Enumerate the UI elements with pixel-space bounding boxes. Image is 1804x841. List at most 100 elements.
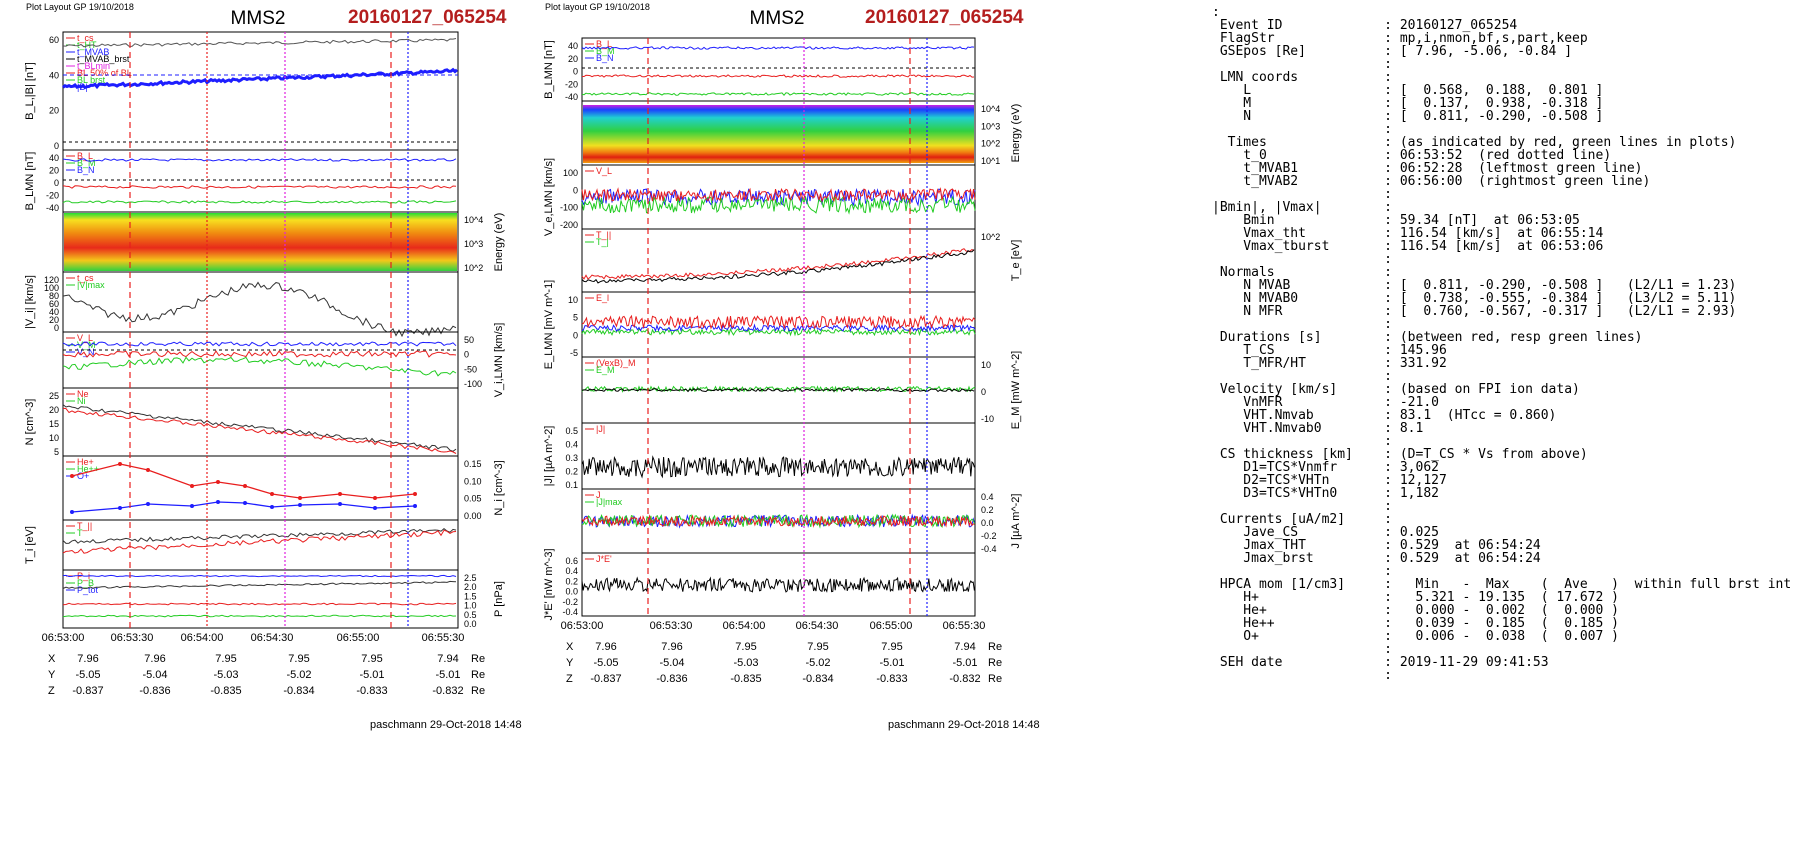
series-BN [62, 185, 457, 189]
data-point-Oplus [190, 504, 194, 508]
summary-line: Times : (as indicated by red, green line… [1212, 135, 1737, 150]
ephem-value: -0.835 [210, 685, 241, 697]
summary-line: : [1212, 369, 1393, 384]
y-tick-label: 10^4 [981, 104, 1000, 114]
series-BM [62, 200, 457, 204]
data-point-Oplus [270, 505, 274, 509]
ephem-row-label: Z [48, 685, 55, 697]
y-tick-label: -100 [560, 203, 578, 213]
plot-header: Plot Layout GP 19/10/2018 [26, 2, 134, 12]
legend-label: BL 50% of BL [77, 68, 132, 78]
series-Tperp [581, 249, 975, 284]
legend-label: V_M [77, 340, 96, 350]
ephem-row-label: Y [566, 657, 574, 669]
panel-frame [581, 291, 976, 358]
summary-line: : [1212, 668, 1393, 683]
y-tick-label: 5 [54, 447, 59, 457]
y-tick-label: -100 [464, 379, 482, 389]
y-tick-label: 100 [44, 283, 59, 293]
y-tick-label: 0.2 [565, 467, 578, 477]
y-tick-label: 0 [981, 387, 986, 397]
ephem-value: -5.04 [659, 657, 684, 669]
y-axis-label: V_e,LMN [km/s] [543, 158, 555, 236]
y-axis-label: E_M [mW m^-2] [1010, 351, 1022, 430]
y-tick-label: 20 [49, 405, 59, 415]
y-tick-label: 120 [44, 275, 59, 285]
y-tick-label: 10^4 [464, 215, 483, 225]
y-tick-label: -0.4 [562, 607, 578, 617]
summary-line: HPCA mom [1/cm3] : Min - Max ( Ave ) wit… [1212, 577, 1792, 592]
legend-label: P_tot [77, 585, 99, 595]
legend-label: B_L [77, 151, 93, 161]
data-point-Oplus [298, 503, 302, 507]
spectrogram [583, 105, 974, 163]
summary-line: VnMFR : -21.0 [1212, 395, 1439, 410]
legend-label: T_|| [596, 230, 611, 240]
data-point-Oplus [243, 501, 247, 505]
series-BM [581, 92, 975, 96]
legend-label: E_l [596, 293, 609, 303]
y-tick-label: 0 [464, 350, 469, 360]
x-tick-label: 06:54:30 [251, 632, 294, 644]
y-tick-label: -50 [464, 364, 477, 374]
series-Ptot [62, 574, 457, 578]
legend-label: B_L [596, 39, 612, 49]
y-tick-label: -20 [46, 191, 59, 201]
legend-label: |V|max [77, 280, 105, 290]
x-tick-label: 06:53:30 [650, 620, 693, 632]
y-tick-label: 15 [49, 419, 59, 429]
summary-line: VHT.Nmvab0 : 8.1 [1212, 421, 1424, 436]
ephem-value: -0.835 [730, 673, 761, 685]
summary-line: LMN coords : [1212, 70, 1393, 85]
summary-line: t_MVAB2 : 06:56:00 (rightmost green line… [1212, 174, 1651, 189]
spacecraft-title: MMS2 [231, 8, 286, 29]
summary-line: H+ : 5.321 - 19.135 ( 17.672 ) [1212, 590, 1619, 605]
summary-line: : [1212, 187, 1393, 202]
y-tick-label: 0.00 [464, 511, 482, 521]
x-tick-label: 06:55:30 [943, 620, 986, 632]
y-tick-label: 0.0 [565, 587, 578, 597]
y-tick-label: 2.5 [464, 573, 477, 583]
summary-line: Currents [uA/m2] : [1212, 512, 1393, 527]
y-tick-label: 60 [49, 35, 59, 45]
y-tick-label: 0 [573, 185, 578, 195]
series-Vmag [62, 281, 457, 338]
ephem-value: -0.834 [283, 685, 314, 697]
series-Jmag [581, 455, 975, 479]
summary-line: t_MVAB1 : 06:52:28 (leftmost green line) [1212, 161, 1643, 176]
y-tick-label: 0.1 [565, 480, 578, 490]
summary-line: Durations [s] : (between red, resp green… [1212, 330, 1643, 345]
data-point-HePlus [243, 484, 247, 488]
legend-label: B_N [77, 165, 95, 175]
series-Tpar [581, 248, 975, 280]
summary-line: O+ : 0.006 - 0.038 ( 0.007 ) [1212, 629, 1619, 644]
legend-label: t_cs [77, 33, 94, 43]
ephem-value: 7.95 [361, 653, 382, 665]
spacecraft-title: MMS2 [750, 8, 805, 29]
y-tick-label: 0.5 [565, 426, 578, 436]
summary-line: : [1212, 317, 1393, 332]
data-point-HePlus [338, 492, 342, 496]
y-axis-label: P [nPa] [493, 581, 505, 617]
summary-line: Bmin : 59.34 [nT] at 06:53:05 [1212, 213, 1580, 228]
summary-line: : [1212, 122, 1393, 137]
event-title: 20160127_065254 [348, 7, 507, 28]
ephem-value: -5.01 [359, 669, 384, 681]
y-tick-label: 40 [49, 70, 59, 80]
legend-label: O+ [77, 471, 89, 481]
y-tick-label: 40 [49, 307, 59, 317]
data-point-HePlus [216, 480, 220, 484]
summary-line: He++ : 0.039 - 0.185 ( 0.185 ) [1212, 616, 1619, 631]
data-point-HePlus [146, 468, 150, 472]
series-BL [581, 46, 975, 50]
ephem-value: -0.837 [590, 673, 621, 685]
summary-line: N MVAB : [ 0.811, -0.290, -0.508 ] (L2/L… [1212, 278, 1737, 293]
summary-line: N : [ 0.811, -0.290, -0.508 ] [1212, 109, 1604, 124]
y-tick-label: -0.2 [981, 531, 997, 541]
summary-line: SEH date : 2019-11-29 09:41:53 [1212, 655, 1549, 670]
y-axis-label: N_i [cm^-3] [493, 460, 505, 515]
summary-line: L : [ 0.568, 0.188, 0.801 ] [1212, 83, 1604, 98]
legend-label: J*E' [596, 554, 612, 564]
summary-line: Normals : [1212, 265, 1393, 280]
y-tick-label: 0.4 [981, 492, 994, 502]
